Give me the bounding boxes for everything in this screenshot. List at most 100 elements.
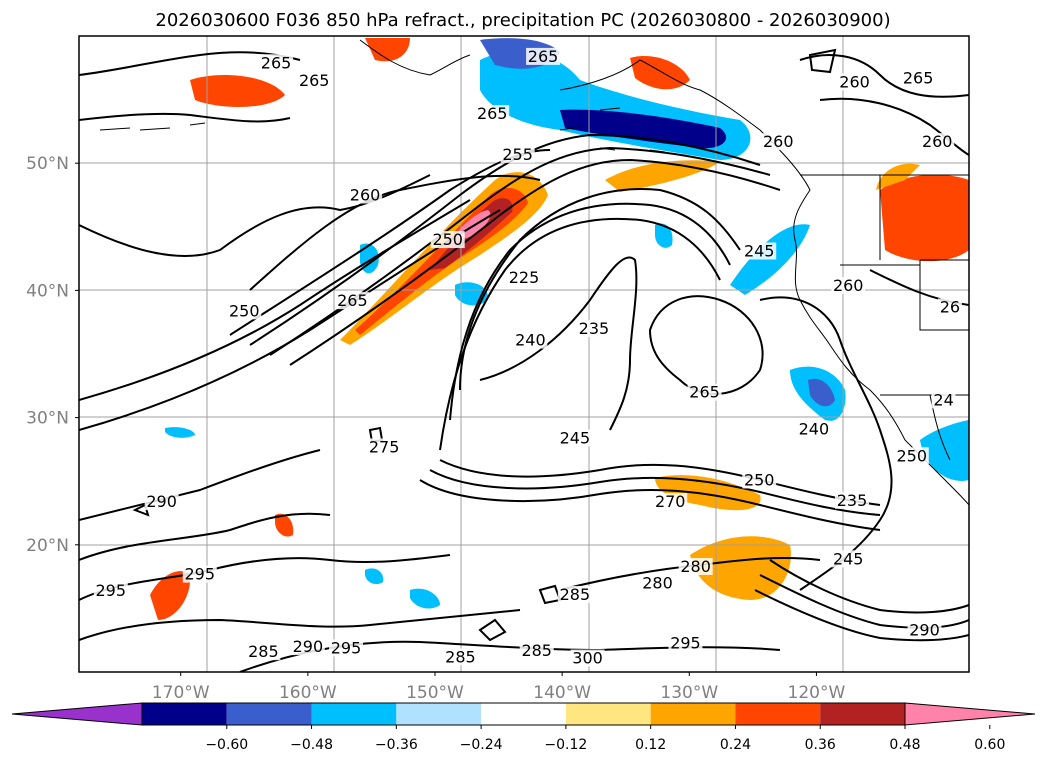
colorbar-tick-label: −0.36 [375,737,418,753]
colorbar-segment [142,703,227,725]
contour-line [808,48,837,74]
contour-line [479,256,638,431]
contour-label: 290 [909,621,940,640]
colorbar-tick-label: −0.12 [544,737,587,753]
contour-line [759,296,893,591]
contour-line [249,174,541,291]
contour-label-bg [182,565,217,583]
contour-lines [79,48,969,672]
colorbar-segment [650,703,736,725]
contour-label: 295 [185,565,216,584]
contour-label-bg [329,639,363,657]
contour-label: 265 [528,47,559,66]
contour-label: 245 [833,549,864,568]
contour-label: 285 [445,647,476,666]
shade-subtrop-warm3 [150,571,191,620]
contour-line [648,295,764,395]
shade-cool-mex [920,420,969,481]
contour-line [819,97,969,156]
contour-line [754,589,969,642]
colorbar-segment [565,703,651,725]
contour-label-bg [475,105,510,123]
contour-label-bg [297,72,332,90]
contour-line [799,54,969,98]
contour-label: 260 [839,72,870,91]
contour-label: 26 [940,297,960,316]
shade-cool-cali-core [808,378,835,407]
contour-label: 295 [331,638,362,657]
contour-label-bg [576,320,611,338]
contour-label-bg [894,447,929,465]
shade-subtrop-cool [410,588,440,609]
colorbar-extend-high [904,702,1036,726]
shade-subtrop-cool2 [365,568,384,585]
contour-label-bg [259,54,294,72]
contour-label: 260 [350,186,381,205]
contour-label-bg [920,133,955,151]
contour-label-bg [500,145,535,163]
shade-top-warm [365,38,410,62]
contour-label-bg [227,302,262,320]
shade-subtrop-warm4 [275,513,294,537]
y-tick-label: 30°N [26,409,69,429]
contour-label: 235 [837,491,868,510]
colorbar-tick-label: 0.24 [720,737,751,753]
contour-label: 265 [903,69,934,88]
contour-label: 250 [229,301,260,320]
shade-cool-coast [730,224,810,295]
contour-line [769,559,969,614]
colorbar-segment [226,703,312,725]
colorbar-segment [481,703,566,725]
colorbar: −0.60 −0.48 −0.36 −0.24 −0.12 0.12 0.24 0.36 0.4… [11,702,1036,753]
coastlines [99,39,969,506]
shade-warm-band [605,160,720,192]
contour-label: 245 [560,428,591,447]
contour-label-bg [835,491,870,509]
x-tick-label: 120°W [788,683,846,703]
map-frame [78,35,970,673]
shade-subtrop-warm2 [690,536,791,600]
shade-pnw-ring [876,163,920,190]
contour-label: 265 [337,291,368,310]
contour-label-bg [761,133,796,151]
shade-cool-east [655,223,673,248]
x-axis-ticks: 170°W 160°W 150°W 140°W 130°W 120°W [152,672,846,703]
contour-label-bg [93,582,128,600]
contour-label-bg [144,493,179,511]
contour-label-bg [348,186,383,204]
contour-line [449,202,731,421]
contour-label-bg [907,621,942,639]
y-tick-label: 20°N [26,536,69,556]
contour-label-bg [796,420,831,438]
contour-label-bg [831,550,866,568]
contour-label: 235 [579,319,610,338]
contour-line [459,188,741,391]
contour-label: 245 [744,242,775,261]
contour-label-bg [519,641,554,659]
contour-label-bg [335,292,370,310]
contour-labels: 265 265 265 265 260 260 265 260 255 260 250 250 265 2… [93,47,962,668]
y-tick-label: 40°N [26,281,69,301]
contour-label-bg [557,429,592,447]
shade-alaska-warm [190,75,285,107]
x-tick-label: 140°W [533,683,591,703]
colorbar-tick-label: 0.12 [635,737,666,753]
contour-line [249,133,761,346]
colorbar-frame [141,702,906,726]
contour-label-bg [831,276,866,294]
colorbar-extend-low [11,702,143,726]
contour-line [759,574,969,629]
contour-label: 285 [248,642,279,661]
contour-label: 265 [689,383,720,402]
x-tick-label: 150°W [406,683,464,703]
contour-label-bg [570,649,605,667]
contour-label: 295 [670,633,701,652]
shade-pnw-warm [880,174,969,262]
chart-title: 2026030600 F036 850 hPa refract., precip… [155,10,890,31]
contour-label: 250 [897,446,928,465]
contour-line [79,199,471,401]
contour-line [79,609,521,641]
colorbar-segment [820,703,905,725]
contour-label-bg [290,638,325,656]
contour-label: 260 [833,276,864,295]
